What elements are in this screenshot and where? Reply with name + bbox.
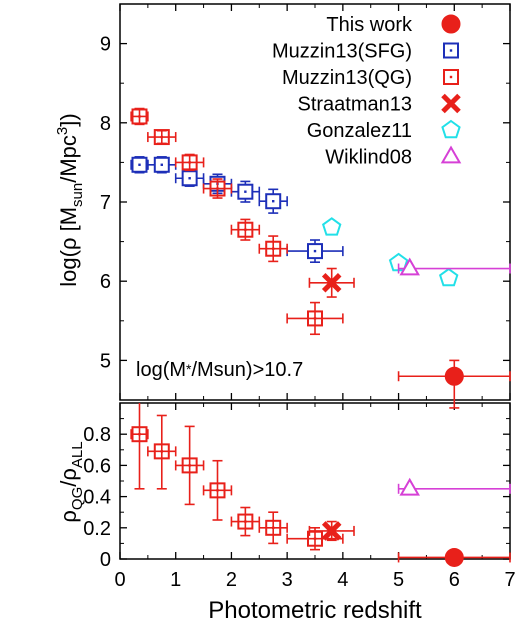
- top-y-tick-label: 5: [100, 350, 111, 372]
- top-gonzalez11-point: [321, 217, 342, 236]
- top-muzzin13-sfg-point-dot: [313, 249, 317, 253]
- bottom-ylabel-sub2: ALL: [69, 441, 86, 468]
- bottom-straatman13-point: [321, 521, 342, 541]
- legend-label: This work: [326, 14, 413, 36]
- bottom-y-tick-label: 0: [100, 549, 111, 571]
- legend-marker: [440, 145, 462, 164]
- top-muzzin13-qg-point-dot: [188, 161, 191, 164]
- bottom-muzzin13-qg-point-dot: [138, 433, 141, 436]
- legend-marker: [441, 93, 461, 114]
- top-muzzin13-qg-point: [209, 180, 226, 197]
- top-muzzin13-sfg-point-dot: [272, 200, 275, 203]
- legend-marker-dot: [449, 49, 453, 52]
- top-muzzin13-qg-point: [307, 310, 323, 327]
- legend-marker: [443, 69, 459, 85]
- top-muzzin13-sfg-point-dot: [188, 177, 191, 180]
- top-panel-marks: [130, 107, 511, 409]
- bottom-muzzin13-qg-point: [153, 443, 170, 460]
- bottom-this-work-point: [444, 547, 464, 567]
- top-y-tick-label: 8: [100, 113, 111, 135]
- top-muzzin13-qg-point-dot: [160, 135, 163, 139]
- x-axis-label: Photometric redshift: [208, 597, 422, 624]
- top-muzzin13-sfg-point-dot: [160, 163, 163, 166]
- legend: This work Muzzin13(SFG) Muzzin13(QG) Straat…: [272, 14, 462, 169]
- top-muzzin13-qg-point: [237, 221, 254, 238]
- top-muzzin13-qg-point: [265, 240, 282, 257]
- bottom-y-tick-label: 0.8: [83, 424, 111, 446]
- bottom-muzzin13-qg-point: [265, 519, 282, 536]
- legend-marker: [441, 14, 461, 34]
- top-ylabel-mid: /Mpc: [56, 135, 81, 183]
- bottom-ylabel-sub1: QG: [69, 487, 86, 510]
- bottom-muzzin13-qg-point-dot: [160, 450, 163, 453]
- top-muzzin13-qg-point: [181, 154, 198, 171]
- bottom-y-tick-label: 0.6: [83, 455, 111, 477]
- x-tick-label: 2: [226, 569, 237, 591]
- mass-cut-annotation: log(M*/Msun)>10.7: [136, 359, 303, 381]
- bottom-wiklind08-point: [399, 477, 420, 496]
- top-ylabel: log(ρ [Msun/Mpc3]): [54, 113, 86, 286]
- top-ylabel-sub1: sun: [69, 183, 86, 207]
- x-tick-label: 0: [114, 569, 125, 591]
- top-ylabel-pre: log(ρ [M: [56, 207, 81, 287]
- bottom-ylabel-rho1: ρ: [56, 510, 81, 523]
- top-wiklind08-point: [399, 257, 420, 276]
- top-muzzin13-qg-point: [131, 108, 148, 125]
- legend-marker: [441, 119, 461, 139]
- legend-marker-dot: [449, 75, 453, 79]
- legend-label: Muzzin13(QG): [282, 67, 412, 89]
- bottom-muzzin13-qg-point: [131, 426, 148, 443]
- bottom-muzzin13-qg-point: [209, 482, 226, 499]
- bottom-ylabel-slash: /: [56, 480, 81, 487]
- bottom-muzzin13-qg-point-dot: [188, 464, 191, 467]
- x-tick-label: 5: [393, 569, 404, 591]
- top-muzzin13-qg-point-dot: [216, 187, 219, 190]
- top-y-tick-label: 7: [100, 192, 111, 214]
- top-muzzin13-sfg-point-dot: [244, 190, 247, 193]
- x-tick-label: 7: [504, 569, 515, 591]
- legend-label: Muzzin13(SFG): [272, 41, 412, 63]
- bottom-muzzin13-qg-point-dot: [313, 537, 317, 540]
- top-y-tick-label: 6: [100, 271, 111, 293]
- bottom-muzzin13-qg-point: [237, 513, 254, 530]
- bottom-muzzin13-qg-point-dot: [272, 526, 275, 529]
- bottom-muzzin13-qg-point-dot: [244, 520, 247, 523]
- bottom-muzzin13-qg-point-dot: [216, 489, 219, 492]
- bottom-panel-marks: [130, 403, 511, 567]
- bottom-panel-ticks: 0 1 2 3 4 5 6 7 0 0.2 0.4 0.6 0.8: [83, 402, 516, 591]
- x-tick-label: 1: [170, 569, 181, 591]
- bottom-ylabel: ρQG/ρALL: [56, 441, 86, 522]
- bottom-muzzin13-qg-point: [181, 457, 198, 474]
- legend-label: Gonzalez11: [307, 120, 412, 142]
- top-muzzin13-qg-point-dot: [244, 228, 247, 231]
- top-gonzalez11-point: [438, 267, 459, 287]
- top-panel-frame: [119, 3, 511, 401]
- top-ylabel-sup: 3: [54, 127, 71, 135]
- top-ylabel-post: ]): [56, 113, 81, 126]
- legend-label: Straatman13: [297, 94, 412, 116]
- top-y-tick-label: 9: [100, 34, 111, 56]
- x-tick-label: 6: [449, 569, 460, 591]
- top-muzzin13-qg-point-dot: [313, 317, 317, 320]
- top-panel-ticks: 5 6 7 8 9: [100, 4, 511, 400]
- x-tick-label: 3: [282, 569, 293, 591]
- bottom-ylabel-rho2: ρ: [56, 468, 81, 481]
- x-tick-label: 4: [337, 569, 348, 591]
- top-muzzin13-sfg-point-dot: [138, 163, 141, 166]
- bottom-y-tick-label: 0.4: [83, 487, 111, 509]
- bottom-y-tick-label: 0.2: [83, 518, 111, 540]
- top-muzzin13-qg-point-dot: [272, 247, 275, 250]
- top-straatman13-point: [321, 273, 342, 293]
- legend-label: Wiklind08: [325, 147, 412, 169]
- top-this-work-point: [444, 366, 464, 386]
- top-muzzin13-qg-point: [153, 129, 170, 146]
- top-muzzin13-qg-point-dot: [138, 115, 141, 118]
